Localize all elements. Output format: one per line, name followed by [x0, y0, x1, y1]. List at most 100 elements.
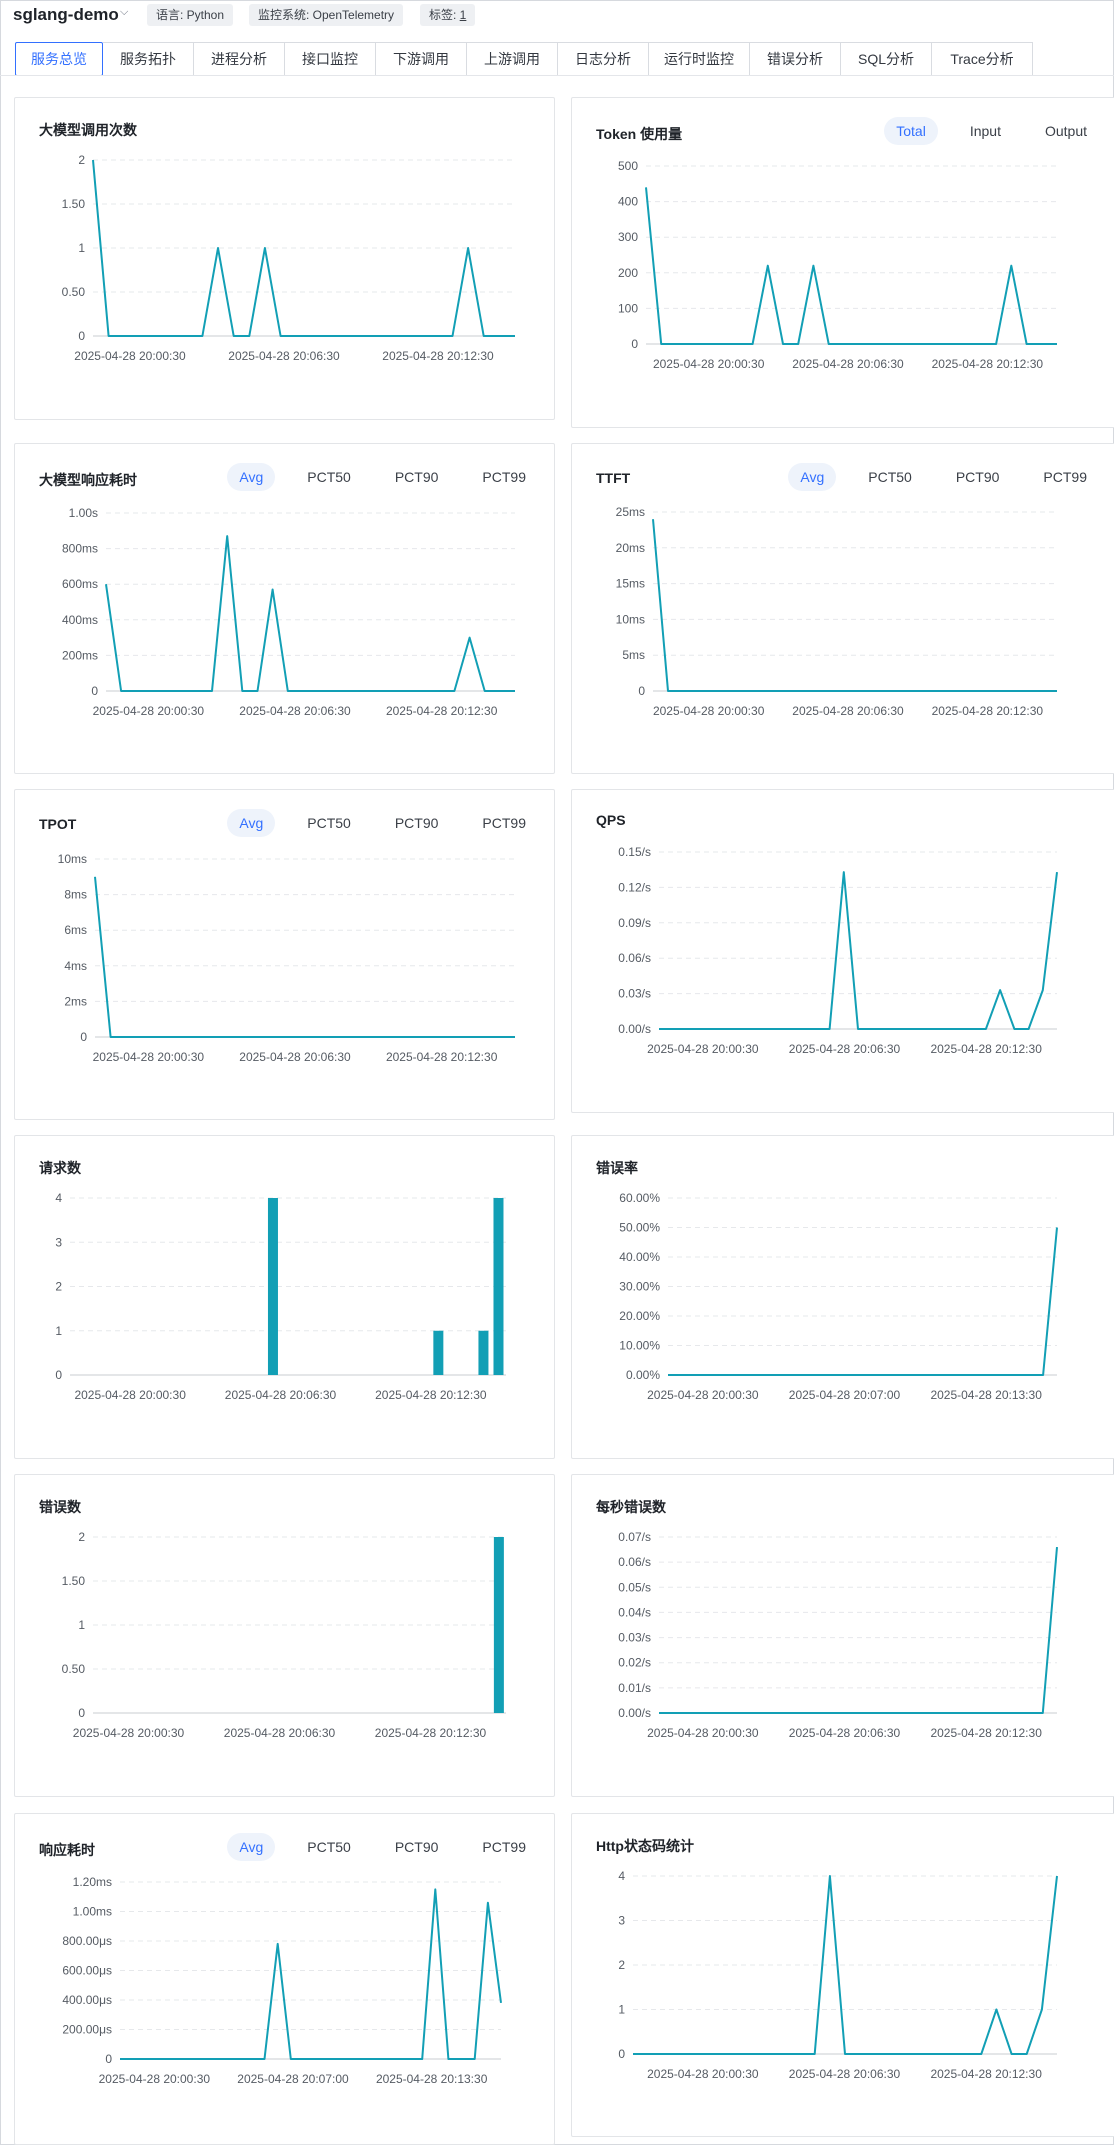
- chart-title: 每秒错误数: [596, 1499, 666, 1515]
- y-tick-label: 1.50: [62, 197, 86, 211]
- y-tick-label: 0.01/s: [618, 1681, 651, 1695]
- chart-llm-calls: 0 0.50 1 1.50 2 2025-04-28 20:00:30 2025-04-28…: [62, 153, 515, 363]
- chart-card-requests: 请求数 0 1 2 3 4 2025-04-28 20:00:30 2025-04-28 2…: [14, 1135, 555, 1459]
- chart-title: Token 使用量: [596, 126, 683, 142]
- segment-output[interactable]: Output: [1044, 123, 1087, 139]
- x-tick-label: 2025-04-28 20:07:00: [789, 1388, 901, 1402]
- chart-error-rate: 0.00% 10.00% 20.00% 30.00% 40.00% 50.00% 60.00…: [619, 1191, 1058, 1402]
- segment-pct99[interactable]: PCT99: [482, 1839, 526, 1855]
- tab-service-overview[interactable]: 服务总览: [15, 42, 103, 76]
- tab-api-monitor[interactable]: 接口监控: [285, 42, 376, 76]
- chart-card-errors-per-sec: 每秒错误数 0.00/s 0.01/s 0.02/s 0.03/s 0.04/s 0.05…: [571, 1474, 1114, 1797]
- y-tick-label: 0: [55, 1368, 62, 1382]
- llm-latency-segment-control: Avg PCT50 PCT90 PCT99: [207, 463, 538, 491]
- chart-title: 错误率: [596, 1160, 638, 1176]
- x-tick-label: 2025-04-28 20:00:30: [93, 704, 205, 718]
- segment-pct90[interactable]: PCT90: [955, 469, 1000, 485]
- y-tick-label: 0.00%: [626, 1368, 660, 1382]
- y-tick-label: 200: [618, 266, 638, 280]
- x-tick-label: 2025-04-28 20:13:30: [376, 2072, 488, 2086]
- y-tick-label: 3: [618, 1914, 625, 1928]
- x-tick-label: 2025-04-28 20:00:30: [647, 2067, 759, 2081]
- tab-error-analysis[interactable]: 错误分析: [750, 42, 841, 76]
- ttft-segment-control: Avg PCT50 PCT90 PCT99: [768, 463, 1099, 491]
- segment-pct99[interactable]: PCT99: [1043, 469, 1087, 485]
- y-tick-label: 0: [618, 2047, 625, 2061]
- tab-service-topology[interactable]: 服务拓扑: [103, 42, 194, 76]
- y-tick-label: 300: [618, 230, 638, 244]
- labels-count-link[interactable]: 1: [459, 8, 467, 22]
- tab-log-analysis[interactable]: 日志分析: [558, 42, 649, 76]
- chart-ttft: 0 5ms 10ms 15ms 20ms 25ms 2025-04-28 20:00:30 2…: [616, 505, 1057, 718]
- segment-avg[interactable]: Avg: [227, 1833, 276, 1861]
- bar: [267, 1198, 278, 1375]
- chart-response-latency: 0 200.00μs 400.00μs 600.00μs 800.00μs 1.00ms 1…: [62, 1875, 502, 2086]
- y-tick-label: 0.06/s: [618, 951, 651, 965]
- x-tick-label: 2025-04-28 20:00:30: [647, 1388, 759, 1402]
- y-tick-label: 10.00%: [619, 1339, 660, 1353]
- x-tick-label: 2025-04-28 20:12:30: [932, 704, 1044, 718]
- x-tick-label: 2025-04-28 20:06:30: [789, 2067, 901, 2081]
- tab-trace-analysis[interactable]: Trace分析: [932, 42, 1033, 76]
- y-tick-label: 1.00s: [69, 506, 98, 520]
- segment-pct99[interactable]: PCT99: [482, 469, 526, 485]
- y-tick-label: 4ms: [64, 959, 87, 973]
- chart-requests: 0 1 2 3 4 2025-04-28 20:00:30 2025-04-28 20:06…: [55, 1191, 506, 1402]
- segment-input[interactable]: Input: [969, 123, 1001, 139]
- tab-downstream-calls[interactable]: 下游调用: [376, 42, 467, 76]
- y-tick-label: 60.00%: [619, 1191, 660, 1205]
- y-tick-label: 800ms: [62, 542, 98, 556]
- segment-pct50[interactable]: PCT50: [307, 1839, 351, 1855]
- segment-pct50[interactable]: PCT50: [868, 469, 912, 485]
- x-tick-label: 2025-04-28 20:00:30: [74, 349, 186, 363]
- segment-avg[interactable]: Avg: [788, 463, 837, 491]
- y-tick-label: 10ms: [58, 852, 87, 866]
- segment-avg[interactable]: Avg: [227, 463, 276, 491]
- y-tick-label: 50.00%: [619, 1221, 660, 1235]
- tab-process-analysis[interactable]: 进程分析: [194, 42, 285, 76]
- segment-pct50[interactable]: PCT50: [307, 469, 351, 485]
- segment-avg[interactable]: Avg: [227, 809, 276, 837]
- x-tick-label: 2025-04-28 20:00:30: [653, 357, 765, 371]
- chart-card-llm-latency: 大模型响应耗时 Avg PCT50 PCT90 PCT99 0 200ms 400m…: [14, 443, 555, 774]
- y-tick-label: 0.00/s: [618, 1022, 651, 1036]
- chevron-down-icon[interactable]: ⌵: [120, 6, 129, 18]
- chart-token-usage: 0 100 200 300 400 500 2025-04-28 20:00:30 2025-…: [618, 159, 1057, 371]
- y-tick-label: 2: [55, 1280, 62, 1294]
- y-tick-label: 0.15/s: [618, 845, 651, 859]
- y-tick-label: 600.00μs: [62, 1964, 112, 1978]
- y-tick-label: 0.00/s: [618, 1706, 651, 1720]
- segment-pct99[interactable]: PCT99: [482, 815, 526, 831]
- x-tick-label: 2025-04-28 20:12:30: [930, 2067, 1042, 2081]
- y-tick-label: 15ms: [616, 577, 645, 591]
- chart-card-ttft: TTFT Avg PCT50 PCT90 PCT99 0 5ms 10ms 15ms 2…: [571, 443, 1114, 774]
- service-name[interactable]: sglang-demo: [13, 5, 119, 24]
- y-tick-label: 0: [78, 329, 85, 343]
- tab-runtime-monitor[interactable]: 运行时监控: [649, 42, 750, 76]
- y-tick-label: 2: [618, 1958, 625, 1972]
- x-tick-label: 2025-04-28 20:07:00: [237, 2072, 349, 2086]
- segment-total[interactable]: Total: [884, 117, 938, 145]
- y-tick-label: 25ms: [616, 505, 645, 519]
- bar: [493, 1198, 504, 1375]
- tab-upstream-calls[interactable]: 上游调用: [467, 42, 558, 76]
- y-tick-label: 400.00μs: [62, 1993, 112, 2007]
- chart-tpot: 0 2ms 4ms 6ms 8ms 10ms 2025-04-28 20:00:30 2025…: [58, 852, 515, 1064]
- y-tick-label: 10ms: [616, 612, 645, 626]
- segment-pct90[interactable]: PCT90: [394, 815, 439, 831]
- chart-card-error-count: 错误数 0 0.50 1 1.50 2 2025-04-28 20:00:30 2025-0…: [14, 1474, 555, 1797]
- tpot-segment-control: Avg PCT50 PCT90 PCT99: [207, 809, 538, 837]
- y-tick-label: 0.02/s: [618, 1656, 651, 1670]
- y-tick-label: 0.03/s: [618, 1631, 651, 1645]
- segment-pct90[interactable]: PCT90: [394, 1839, 439, 1855]
- x-tick-label: 2025-04-28 20:06:30: [789, 1042, 901, 1056]
- x-tick-label: 2025-04-28 20:00:30: [73, 1726, 185, 1740]
- series-line: [668, 1227, 1058, 1376]
- chart-card-qps: QPS 0.00/s 0.03/s 0.06/s 0.09/s 0.12/s 0.15/s…: [571, 789, 1114, 1113]
- segment-pct50[interactable]: PCT50: [307, 815, 351, 831]
- tab-sql-analysis[interactable]: SQL分析: [841, 42, 932, 76]
- y-tick-label: 0.03/s: [618, 987, 651, 1001]
- y-tick-label: 0.07/s: [618, 1530, 651, 1544]
- x-tick-label: 2025-04-28 20:12:30: [386, 1050, 498, 1064]
- segment-pct90[interactable]: PCT90: [394, 469, 439, 485]
